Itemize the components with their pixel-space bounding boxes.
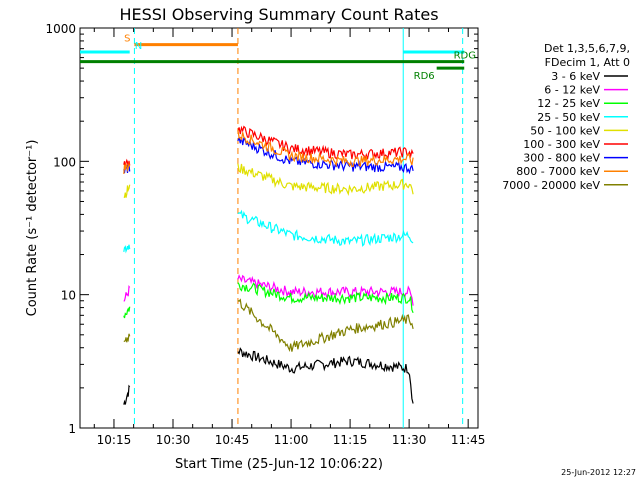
x-tick-label: 11:45: [451, 433, 486, 447]
series-line: [123, 184, 131, 198]
series-line: [237, 163, 414, 196]
series-line: [237, 125, 414, 161]
x-tick-label: 10:15: [97, 433, 132, 447]
series-line: [237, 282, 414, 314]
legend-entry: 7000 - 20000 keV: [502, 179, 600, 192]
series-line: [123, 161, 131, 174]
series-line: [237, 274, 414, 306]
legend-entry: 300 - 800 keV: [523, 152, 600, 165]
x-tick-label: 11:00: [274, 433, 309, 447]
legend-entry: 3 - 6 keV: [551, 70, 600, 83]
series-line: [123, 384, 131, 405]
legend-entry: 50 - 100 keV: [530, 124, 600, 137]
y-tick-label: 10: [61, 289, 76, 303]
x-tick-label: 11:15: [333, 433, 368, 447]
legend-entry: 25 - 50 keV: [537, 111, 600, 124]
y-tick-label: 100: [53, 155, 76, 169]
series-line: [123, 333, 131, 343]
x-tick-label: 10:30: [156, 433, 191, 447]
flag-label: S: [124, 34, 130, 45]
flag-label: RD6: [414, 71, 435, 82]
legend-header: Det 1,3,5,6,7,9,: [544, 42, 630, 55]
plot-area: [123, 28, 464, 428]
x-tick-label: 11:30: [392, 433, 427, 447]
series-line: [237, 209, 414, 247]
series-line: [123, 244, 131, 254]
legend-entry: 100 - 300 keV: [523, 138, 600, 151]
legend-entry: 6 - 12 keV: [544, 84, 600, 97]
y-tick-label: 1: [68, 422, 76, 436]
series-line: [237, 129, 414, 168]
legend-header: FDecim 1, Att 0: [545, 56, 630, 69]
chart-title: HESSI Observing Summary Count Rates: [119, 5, 438, 24]
plot-frame: [79, 27, 479, 429]
x-tick-label: 10:45: [215, 433, 250, 447]
x-axis-label: Start Time (25-Jun-12 10:06:22): [175, 457, 383, 472]
flag-label: RDG: [454, 51, 476, 62]
y-tick-label: 1000: [45, 22, 76, 36]
series-line: [123, 306, 131, 319]
y-axis-label: Count Rate (s⁻¹ detector⁻¹): [25, 140, 40, 317]
series-line: [237, 347, 414, 404]
legend-entry: 800 - 7000 keV: [516, 165, 600, 178]
series-line: [123, 285, 131, 302]
footer-timestamp: 25-Jun-2012 12:27: [561, 468, 636, 477]
flag-label: N: [135, 41, 142, 52]
series-line: [237, 134, 414, 175]
series-line: [237, 298, 414, 353]
legend-entry: 12 - 25 keV: [537, 97, 600, 110]
